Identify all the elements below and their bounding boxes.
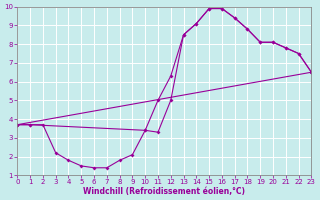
X-axis label: Windchill (Refroidissement éolien,°C): Windchill (Refroidissement éolien,°C) — [84, 187, 245, 196]
